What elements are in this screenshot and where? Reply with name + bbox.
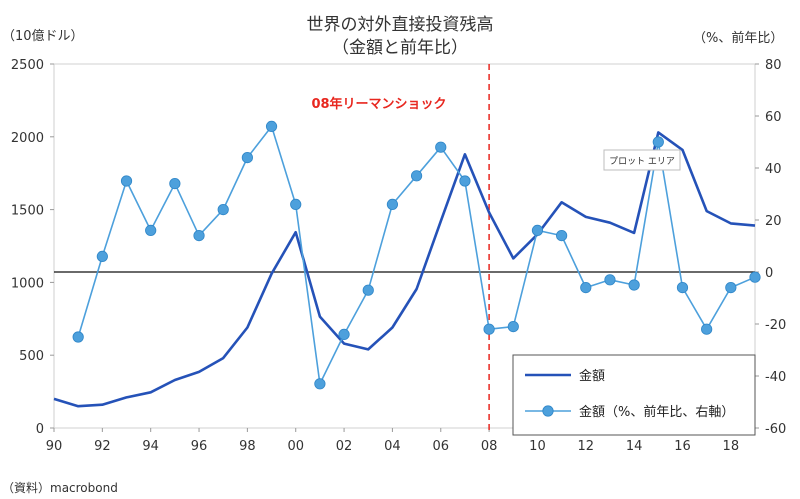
right-axis-tick-label: 0 (765, 266, 773, 281)
chart-title-line-2: （金額と前年比） (332, 38, 468, 58)
right-axis-tick-label: -40 (765, 370, 786, 385)
series-2-point (241, 152, 253, 164)
series-line-1 (53, 131, 756, 408)
series-2-point (338, 328, 350, 340)
legend-label-1: 金額 (579, 368, 605, 384)
series-2-point (628, 279, 640, 291)
x-axis-tick-label: 06 (432, 439, 449, 454)
right-axis-tick-label: 40 (765, 162, 782, 177)
right-axis-tick-label: 20 (765, 214, 782, 229)
x-axis-tick-label: 14 (626, 439, 643, 454)
series-2-point (145, 224, 157, 236)
left-axis-tick-label: 1000 (11, 276, 44, 291)
series-2-point (386, 198, 399, 210)
lehman-annotation: 08年リーマンショック (311, 96, 446, 112)
x-axis-tick-label: 08 (481, 439, 498, 454)
series-2-point (265, 120, 278, 133)
series-2-point (701, 323, 713, 335)
left-axis-unit: （10億ドル） (2, 28, 84, 44)
x-axis-tick-label: 96 (191, 439, 208, 454)
series-2-point (217, 204, 229, 216)
tooltip: プロット エリア (603, 149, 681, 171)
legend-marker (542, 405, 554, 417)
series-2-point (507, 320, 519, 333)
series-2-point (556, 230, 568, 242)
series-2-point (531, 224, 544, 236)
right-axis-unit: （%、前年比） (693, 30, 783, 46)
series-2-point (435, 141, 447, 153)
left-axis-tick-label: 0 (36, 422, 44, 437)
series-2-point (362, 284, 374, 296)
series-2-point (652, 136, 664, 148)
axes: 05001000150020002500-60-40-2002040608090… (11, 58, 786, 454)
x-axis-tick-label: 18 (723, 439, 740, 454)
legend-box (512, 354, 756, 436)
series-2-point (483, 323, 495, 335)
x-axis-tick-label: 04 (384, 439, 401, 454)
x-axis-tick-label: 02 (336, 439, 353, 454)
left-axis-tick-label: 1500 (11, 204, 44, 219)
tooltip-box (603, 149, 681, 171)
x-axis-tick-label: 12 (578, 439, 595, 454)
series-2-point (676, 281, 689, 294)
legend-label-2: 金額（%、前年比、右軸） (579, 404, 734, 420)
series-2-point (169, 178, 181, 190)
series-2-point (193, 230, 205, 242)
x-axis-tick-label: 10 (529, 439, 546, 454)
left-axis-tick-label: 500 (19, 349, 44, 364)
series-2-point (96, 250, 108, 262)
x-axis-tick-label: 94 (142, 439, 159, 454)
right-axis-tick-label: -20 (765, 318, 786, 333)
left-axis-tick-label: 2500 (11, 58, 44, 73)
right-axis-tick-label: -60 (765, 422, 786, 437)
series-2-point (290, 198, 302, 210)
left-axis-tick-label: 2000 (11, 131, 44, 146)
series-2-point (410, 170, 423, 182)
right-axis-tick-label: 80 (765, 58, 782, 73)
right-axis-tick-label: 60 (765, 110, 782, 125)
x-axis-tick-label: 90 (46, 439, 63, 454)
source-note: （資料）macrobond (2, 481, 118, 495)
series-layer (53, 120, 761, 408)
series-2-point (749, 271, 761, 283)
tooltip-text: プロット エリア (609, 156, 675, 167)
x-axis-tick-label: 92 (94, 439, 111, 454)
series-2-point (120, 175, 133, 187)
x-axis-tick-label: 00 (287, 439, 304, 454)
series-2-point (459, 175, 471, 187)
series-2-point (725, 281, 737, 294)
series-2-point (314, 378, 326, 390)
series-2-point (604, 274, 616, 286)
x-axis-tick-label: 98 (239, 439, 256, 454)
series-2-point (72, 331, 84, 343)
chart-title-line-1: 世界の対外直接投資残高 (307, 15, 494, 35)
series-2-point (580, 281, 592, 294)
x-axis-tick-label: 16 (674, 439, 691, 454)
